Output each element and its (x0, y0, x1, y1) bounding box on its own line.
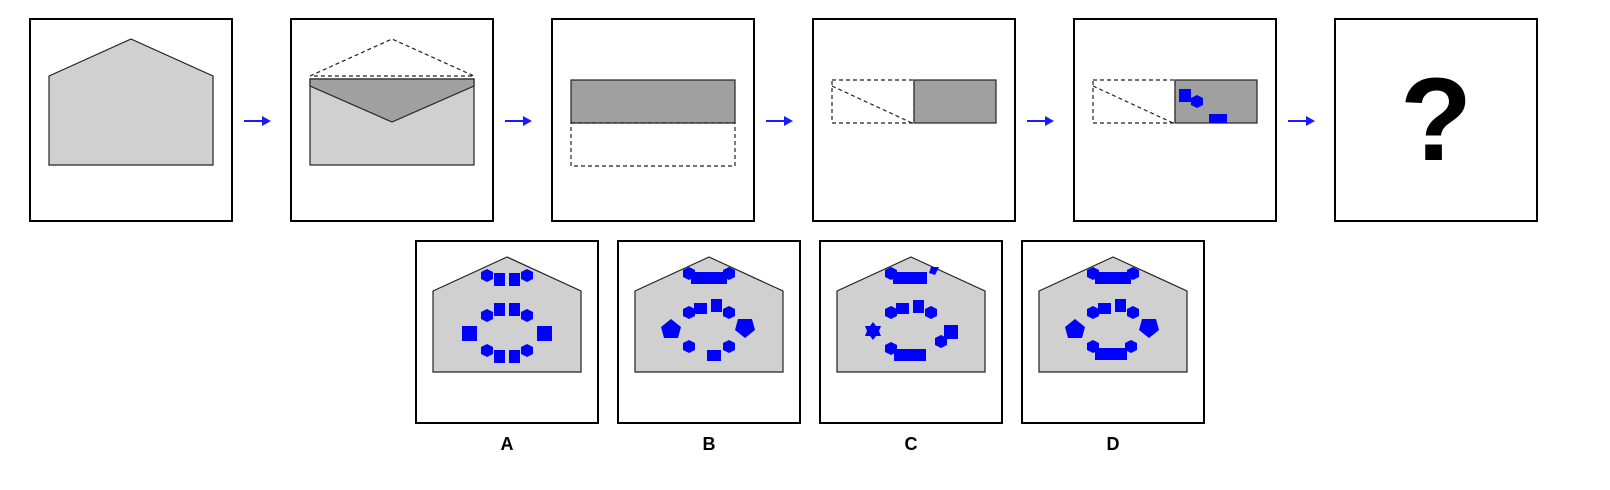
previous-position-outline (570, 122, 736, 167)
option-b-drawing (634, 256, 784, 373)
option-d-label[interactable]: D (1106, 434, 1120, 454)
step-3-drawing (570, 79, 736, 167)
option-d-panel[interactable] (1021, 240, 1205, 424)
step-4-drawing (831, 79, 997, 124)
arrow-3 (766, 116, 793, 126)
holes (865, 267, 958, 361)
step-5-drawing (1092, 79, 1258, 124)
rectangle-hole (893, 272, 927, 284)
square-hole (694, 303, 707, 314)
option-d-drawing (1038, 256, 1188, 373)
square-hole (537, 326, 552, 341)
pentagon-hole (1139, 319, 1159, 338)
arrow-4 (1027, 116, 1054, 126)
pentagon-hole (735, 319, 755, 338)
arrow-1 (244, 116, 271, 126)
hexagon-hole (683, 306, 695, 319)
option-a-drawing (432, 256, 582, 373)
holes (661, 267, 755, 361)
half-hexagon-hole (929, 267, 939, 275)
diagonal-crease (1092, 85, 1174, 124)
option-a-panel[interactable] (415, 240, 599, 424)
step-2-panel (290, 18, 494, 222)
result-panel: ? (1334, 18, 1538, 222)
step-2-drawing (309, 38, 475, 166)
square-hole (509, 350, 520, 363)
square-hole (509, 303, 520, 316)
square-hole (509, 273, 520, 286)
arrow-5 (1288, 116, 1315, 126)
hexagon-hole (723, 306, 735, 319)
hexagon-hole (1087, 306, 1099, 319)
previous-half-outline (1092, 79, 1176, 124)
option-c-drawing (836, 256, 986, 373)
envelope-shape (48, 38, 214, 166)
envelope-shape (432, 256, 582, 373)
holes (462, 269, 552, 363)
hexagon-hole (1191, 95, 1203, 108)
rectangle-hole (1095, 348, 1127, 360)
pentagon-hole (1065, 319, 1085, 338)
square-hole (1179, 89, 1191, 102)
folded-half (913, 79, 997, 124)
step-1-drawing (48, 38, 214, 166)
hexagon-hole (481, 344, 493, 357)
step-4-panel (812, 18, 1016, 222)
envelope-shape (634, 256, 784, 373)
hexagon-hole (481, 269, 493, 282)
diagonal-crease (831, 85, 913, 124)
hexagon-hole (481, 309, 493, 322)
original-flap-outline (309, 38, 475, 77)
option-b-label[interactable]: B (702, 434, 716, 454)
folded-flap (309, 78, 475, 123)
square-hole (494, 273, 505, 286)
previous-half-outline (831, 79, 915, 124)
hexagon-hole (925, 306, 937, 319)
rectangle-hole (1209, 114, 1227, 123)
square-hole (711, 299, 722, 312)
rectangle-hole (894, 349, 926, 361)
hexagon-hole (723, 267, 735, 280)
star-hole (865, 322, 881, 340)
square-hole (1115, 299, 1126, 312)
step-5-panel (1073, 18, 1277, 222)
step-3-panel (551, 18, 755, 222)
option-c-label[interactable]: C (904, 434, 918, 454)
square-hole (896, 303, 909, 314)
square-hole (494, 350, 505, 363)
hexagon-hole (935, 335, 947, 348)
rectangle-hole (1095, 272, 1131, 284)
question-mark: ? (1399, 54, 1473, 186)
option-a-label[interactable]: A (500, 434, 514, 454)
square-hole (494, 303, 505, 316)
pentagon-hole (661, 319, 681, 338)
option-b-panel[interactable] (617, 240, 801, 424)
hexagon-hole (521, 269, 533, 282)
hexagon-hole (1127, 267, 1139, 280)
square-hole (462, 326, 477, 341)
rectangle-hole (691, 272, 727, 284)
square-hole (913, 300, 924, 313)
hexagon-hole (1125, 340, 1137, 353)
square-hole (1098, 303, 1111, 314)
step-1-panel (29, 18, 233, 222)
square-hole (707, 350, 721, 361)
hexagon-hole (885, 306, 897, 319)
option-c-panel[interactable] (819, 240, 1003, 424)
hexagon-hole (521, 344, 533, 357)
hexagon-hole (521, 309, 533, 322)
envelope-shape (1038, 256, 1188, 373)
hexagon-hole (723, 340, 735, 353)
holes (1065, 267, 1159, 360)
folded-rectangle (570, 79, 736, 124)
envelope-shape (836, 256, 986, 373)
square-hole (944, 325, 958, 339)
arrow-2 (505, 116, 532, 126)
hexagon-hole (683, 340, 695, 353)
hexagon-hole (1127, 306, 1139, 319)
